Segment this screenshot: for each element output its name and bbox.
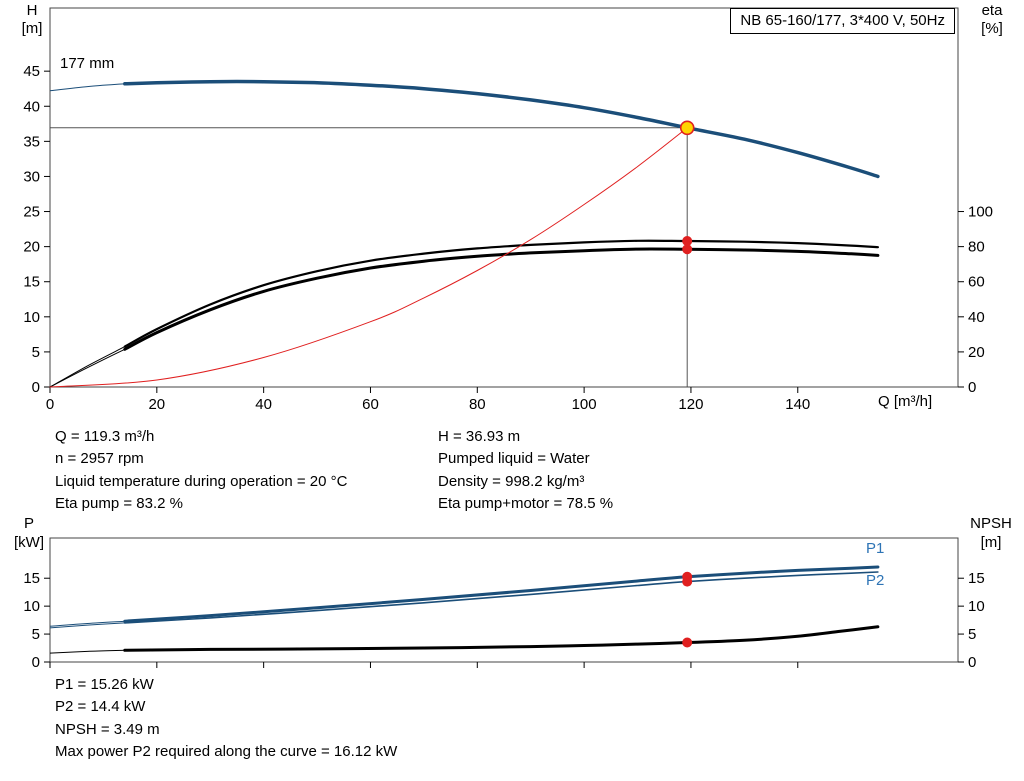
npsh-axis-symbol: NPSH bbox=[970, 515, 1012, 532]
npsh-axis-title: NPSH [m] bbox=[962, 514, 1020, 552]
impeller-diameter-label: 177 mm bbox=[60, 55, 115, 72]
right-tick-label: 5 bbox=[968, 626, 976, 643]
left-tick-label: 30 bbox=[23, 168, 40, 185]
info-h: H = 36.93 m bbox=[438, 428, 521, 445]
left-tick-label: 10 bbox=[23, 309, 40, 326]
x-tick-label: 20 bbox=[148, 396, 165, 413]
h-axis-title: H [m] bbox=[12, 2, 52, 38]
right-tick-label: 10 bbox=[968, 598, 985, 615]
eta-duty-dot bbox=[682, 236, 693, 247]
info-pumped-liquid: Pumped liquid = Water bbox=[438, 450, 590, 468]
head-curve bbox=[123, 79, 880, 179]
eta-duty-dot bbox=[682, 244, 693, 255]
x-tick-label: 60 bbox=[362, 396, 379, 413]
right-tick-label: 40 bbox=[968, 309, 985, 326]
right-tick-label: 20 bbox=[968, 344, 985, 361]
left-tick-label: 35 bbox=[23, 133, 40, 150]
duty-point-marker bbox=[679, 120, 695, 136]
info-eta-pump-motor: Eta pump+motor = 78.5 % bbox=[438, 495, 614, 513]
eta-axis-title: eta [%] bbox=[966, 2, 1018, 38]
info-eta-pump: Eta pump = 83.2 % bbox=[55, 495, 183, 513]
eta-pump-motor-curve bbox=[123, 247, 880, 351]
npsh-axis-unit: [m] bbox=[980, 534, 1002, 551]
left-tick-label: 15 bbox=[23, 274, 40, 291]
left-tick-label: 25 bbox=[23, 204, 40, 221]
x-tick-label: 80 bbox=[469, 396, 486, 413]
x-tick-label: 100 bbox=[572, 396, 597, 413]
p1-curve-lead bbox=[49, 620, 125, 627]
duty-info-left: Q = 119.3 m³/h n = 2957 rpm Liquid tempe… bbox=[55, 426, 347, 516]
x-tick-label: 140 bbox=[785, 396, 810, 413]
right-tick-label: 80 bbox=[968, 239, 985, 256]
left-tick-label: 5 bbox=[32, 344, 40, 361]
left-tick-label: 15 bbox=[23, 570, 40, 587]
info-npsh: NPSH = 3.49 m bbox=[55, 720, 160, 738]
p2-curve-lead bbox=[49, 622, 125, 629]
left-tick-label: 0 bbox=[32, 654, 40, 671]
left-tick-label: 20 bbox=[23, 239, 40, 256]
info-max-power: Max power P2 required along the curve = … bbox=[55, 743, 398, 761]
x-tick-label: 120 bbox=[678, 396, 703, 413]
power-duty-dot bbox=[682, 576, 693, 587]
left-tick-label: 5 bbox=[32, 626, 40, 643]
duty-info-right: H = 36.93 m Pumped liquid = Water Densit… bbox=[438, 426, 613, 516]
plot-frame bbox=[49, 7, 959, 388]
left-tick-label: 10 bbox=[23, 598, 40, 615]
p-axis-title: P [kW] bbox=[6, 514, 52, 552]
right-tick-label: 15 bbox=[968, 570, 985, 587]
eta-pump-motor-curve-lead bbox=[49, 348, 126, 388]
npsh-curve bbox=[123, 625, 880, 652]
p-axis-unit: [kW] bbox=[14, 534, 44, 551]
info-n: n = 2957 rpm bbox=[55, 450, 144, 468]
right-tick-label: 60 bbox=[968, 274, 985, 291]
info-p1: P1 = 15.26 kW bbox=[55, 676, 154, 693]
h-axis-symbol: H bbox=[26, 2, 38, 19]
p2-curve-label: P2 bbox=[866, 572, 885, 589]
info-liquid-temp: Liquid temperature during operation = 20… bbox=[55, 472, 348, 490]
x-tick-label: 40 bbox=[255, 396, 272, 413]
plot-frame bbox=[49, 537, 959, 663]
pump-title-text: NB 65-160/177, 3*400 V, 50Hz bbox=[740, 12, 945, 29]
right-tick-label: 0 bbox=[968, 654, 976, 671]
left-tick-label: 45 bbox=[23, 63, 40, 80]
power-info: P1 = 15.26 kW P2 = 14.4 kW NPSH = 3.49 m… bbox=[55, 674, 397, 764]
head-eta-chart: 0 5 10 15 20 25 30 35 40 45 0 20 40 60 80 100 0 20 40 60 80 1… bbox=[23, 7, 993, 413]
right-tick-label: 0 bbox=[968, 379, 976, 396]
x-tick-label: 0 bbox=[46, 396, 54, 413]
p-axis-symbol: P bbox=[23, 515, 34, 532]
info-q: Q = 119.3 m³/h bbox=[55, 428, 155, 445]
info-density: Density = 998.2 kg/m³ bbox=[438, 472, 585, 490]
eta-axis-symbol: eta bbox=[981, 2, 1003, 19]
eta-axis-unit: [%] bbox=[981, 20, 1003, 37]
p2-curve bbox=[124, 571, 879, 624]
left-tick-label: 40 bbox=[23, 98, 40, 115]
p1-curve-label: P1 bbox=[866, 540, 885, 557]
left-tick-label: 0 bbox=[32, 379, 40, 396]
npsh-duty-dot bbox=[682, 637, 693, 648]
head-curve-lead bbox=[49, 83, 125, 92]
npsh-curve-lead bbox=[49, 649, 125, 654]
pump-title-box: NB 65-160/177, 3*400 V, 50Hz bbox=[730, 8, 955, 34]
h-axis-unit: [m] bbox=[21, 20, 43, 37]
p1-curve bbox=[123, 565, 880, 623]
system-curve bbox=[49, 127, 688, 388]
q-axis-title: Q [m³/h] bbox=[878, 393, 933, 410]
right-tick-label: 100 bbox=[968, 204, 993, 221]
eta-pump-curve bbox=[123, 239, 879, 348]
info-p2: P2 = 14.4 kW bbox=[55, 698, 146, 716]
power-npsh-chart: 0 5 10 15 0 5 10 15 bbox=[23, 537, 985, 671]
